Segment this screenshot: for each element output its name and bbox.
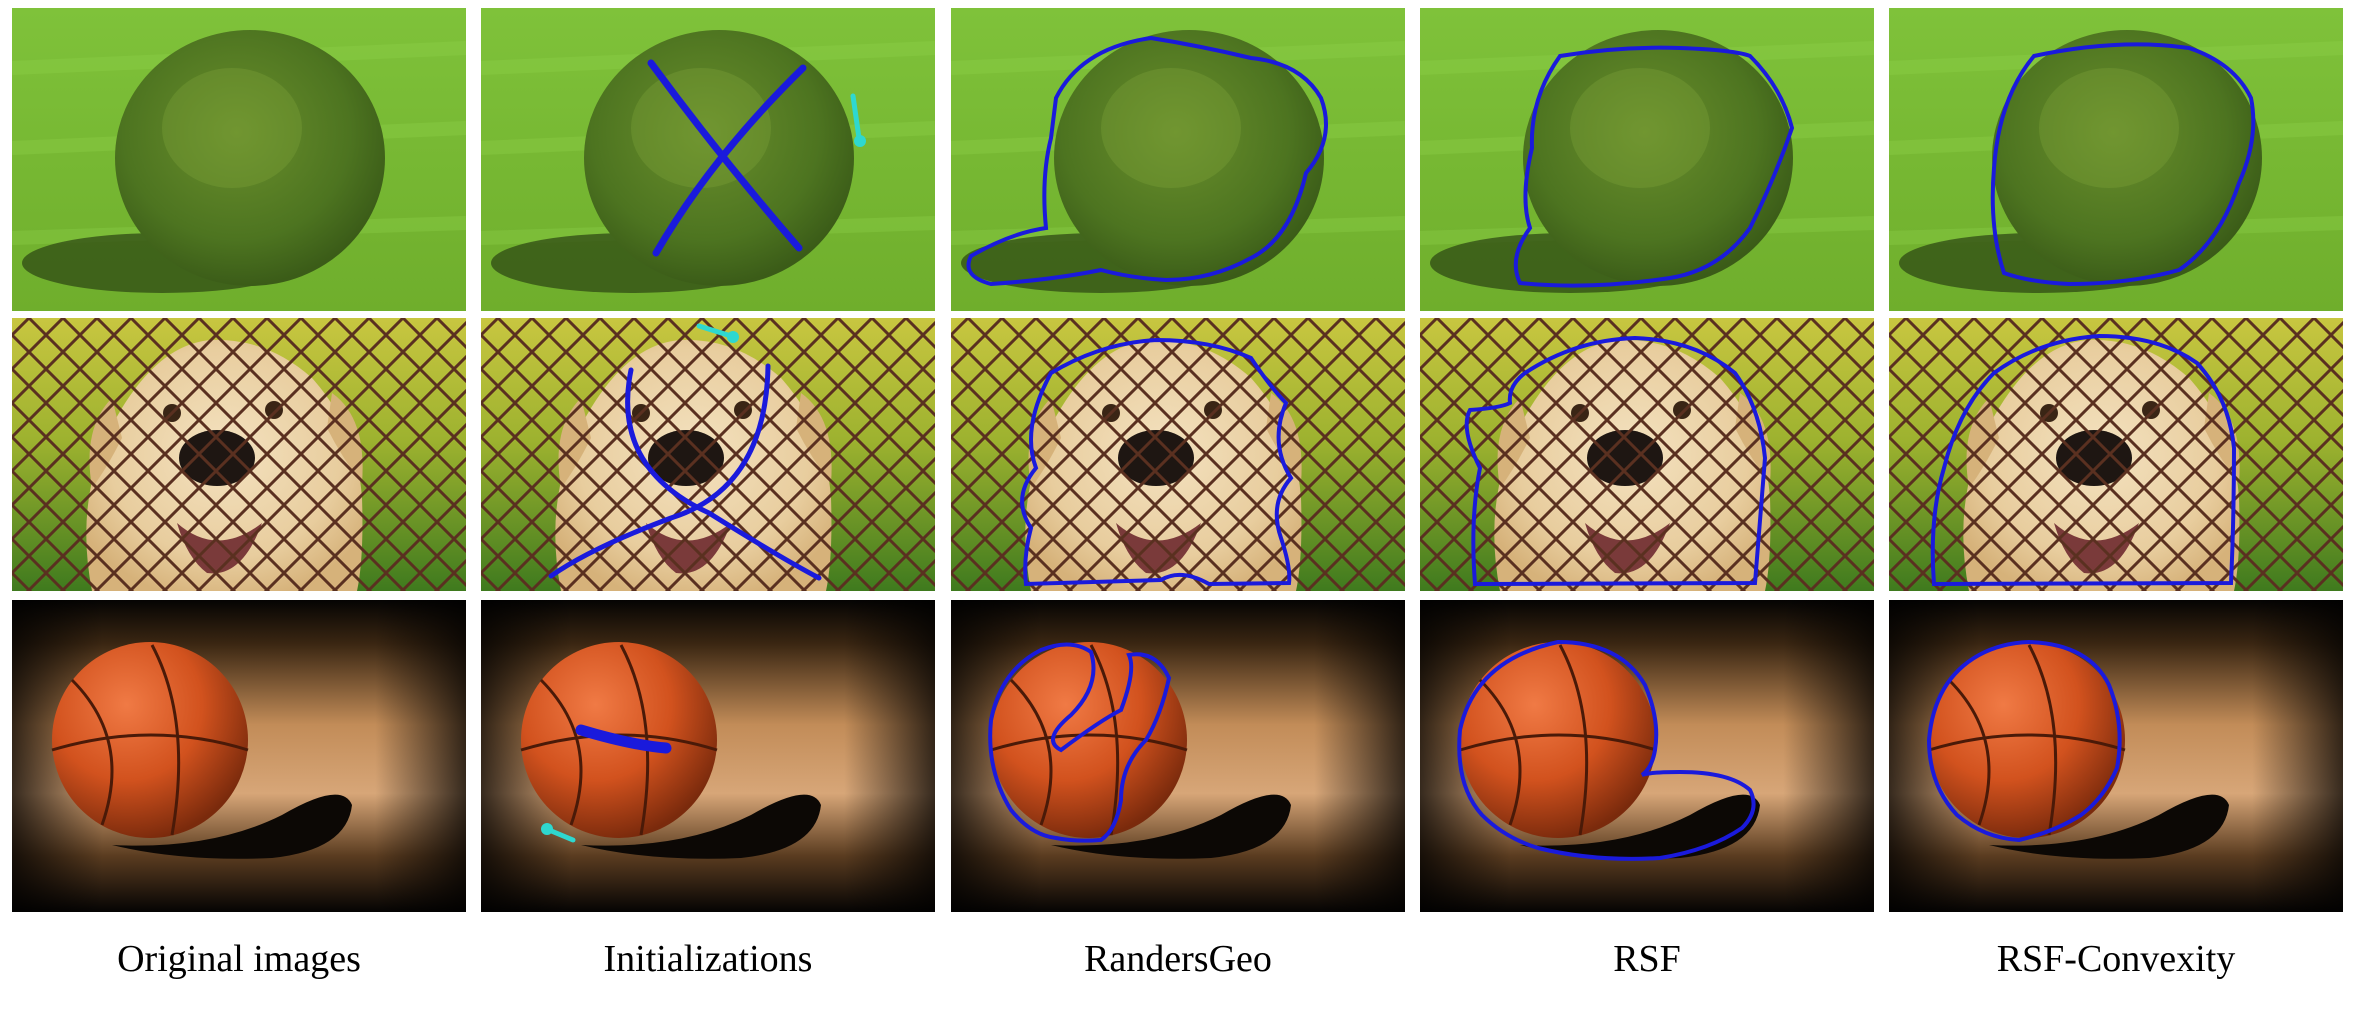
cell-dog-original — [12, 318, 466, 591]
bush-image — [12, 8, 466, 311]
seed-background — [850, 93, 862, 141]
cell-ball-original — [12, 600, 466, 912]
contour — [1930, 333, 2237, 587]
bush-image — [481, 8, 935, 311]
basketball-image — [1889, 600, 2343, 912]
contour — [1990, 42, 2256, 287]
cell-ball-randersgeo — [951, 600, 1405, 912]
cell-ball-rsf — [1420, 600, 1874, 912]
bush-image — [1889, 8, 2343, 311]
seed-foreground — [548, 363, 822, 581]
dog-image — [1420, 318, 1874, 591]
contour — [1513, 45, 1795, 288]
seed-background — [696, 323, 734, 339]
contour — [1457, 639, 1756, 861]
caption-original-images: Original images — [117, 938, 361, 980]
caption-initializations: Initializations — [603, 938, 813, 980]
cell-dog-randersgeo — [951, 318, 1405, 591]
cell-bush-randersgeo — [951, 8, 1405, 311]
cell-bush-init — [481, 8, 935, 311]
basketball-image — [1420, 600, 1874, 912]
caption-randersgeo: RandersGeo — [1084, 938, 1272, 980]
cell-bush-rsfconvexity — [1889, 8, 2343, 311]
cell-ball-init — [481, 600, 935, 912]
cell-bush-rsf — [1420, 8, 1874, 311]
cell-bush-original — [12, 8, 466, 311]
basketball-image — [481, 600, 935, 912]
bush-image — [951, 8, 1405, 311]
dog-image — [1889, 318, 2343, 591]
dog-image — [12, 318, 466, 591]
dog-image — [951, 318, 1405, 591]
caption-rsf-convexity: RSF-Convexity — [1996, 938, 2236, 980]
contour — [1464, 335, 1768, 587]
basketball-image — [12, 600, 466, 912]
cell-dog-rsf — [1420, 318, 1874, 591]
contour — [988, 642, 1172, 843]
cell-dog-rsfconvexity — [1889, 318, 2343, 591]
seed-foreground — [647, 59, 807, 257]
cell-dog-init — [481, 318, 935, 591]
bush-image — [1420, 8, 1874, 311]
seed-background — [546, 827, 576, 843]
contour — [966, 35, 1328, 287]
dog-image — [481, 318, 935, 591]
contour — [1020, 337, 1294, 587]
basketball-image — [951, 600, 1405, 912]
cell-ball-rsfconvexity — [1889, 600, 2343, 912]
contour — [1926, 639, 2122, 843]
caption-rsf: RSF — [1613, 938, 1681, 980]
seed-foreground — [575, 724, 672, 754]
